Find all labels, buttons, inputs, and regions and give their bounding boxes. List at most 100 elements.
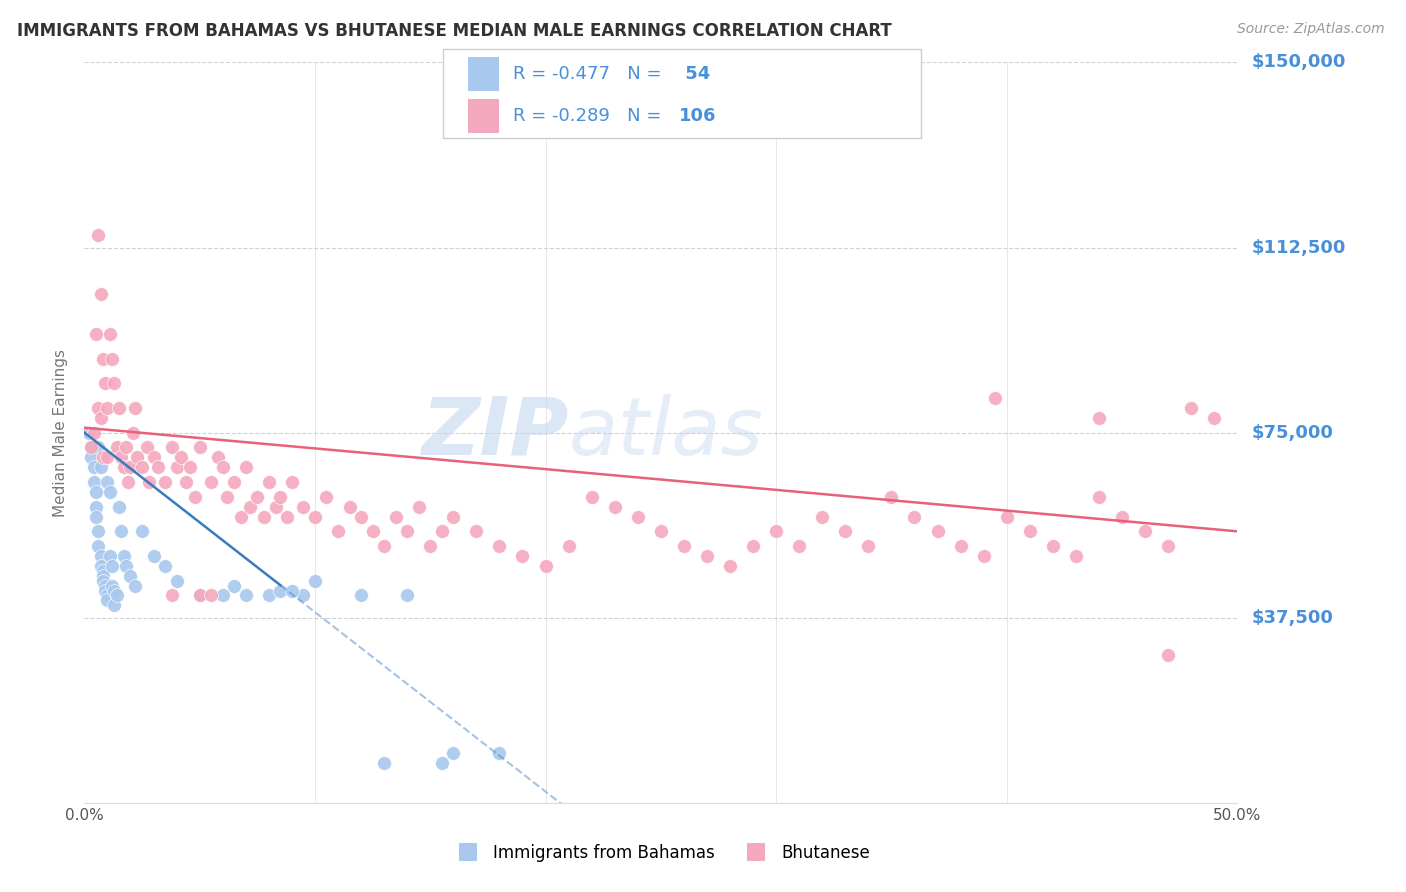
Point	[146, 460, 169, 475]
Point	[142, 549, 165, 563]
Point	[98, 549, 121, 563]
Point	[350, 589, 373, 603]
Point	[98, 326, 121, 341]
Point	[430, 524, 453, 539]
Point	[138, 475, 160, 489]
Point	[718, 558, 741, 573]
Point	[91, 450, 114, 465]
Point	[160, 441, 183, 455]
Y-axis label: Median Male Earnings: Median Male Earnings	[53, 349, 69, 516]
Point	[1042, 539, 1064, 553]
Point	[441, 509, 464, 524]
Point	[170, 450, 193, 465]
Point	[94, 579, 117, 593]
Point	[174, 475, 197, 489]
Point	[200, 475, 222, 489]
Point	[927, 524, 949, 539]
Point	[224, 475, 246, 489]
Point	[108, 500, 131, 514]
Point	[304, 509, 326, 524]
Point	[373, 756, 395, 771]
Point	[315, 490, 337, 504]
Point	[231, 509, 253, 524]
Text: $37,500: $37,500	[1251, 608, 1333, 627]
Point	[87, 401, 110, 415]
Point	[89, 287, 111, 301]
Point	[326, 524, 349, 539]
Point	[903, 509, 925, 524]
Point	[257, 475, 280, 489]
Point	[465, 524, 488, 539]
Point	[188, 589, 211, 603]
Point	[166, 460, 188, 475]
Point	[1111, 509, 1133, 524]
Point	[224, 579, 246, 593]
Point	[742, 539, 765, 553]
Point	[96, 401, 118, 415]
Text: 54: 54	[679, 65, 710, 83]
Point	[153, 475, 176, 489]
Point	[179, 460, 201, 475]
Point	[269, 490, 291, 504]
Point	[995, 509, 1018, 524]
Point	[131, 524, 153, 539]
Point	[984, 391, 1007, 405]
Point	[120, 568, 142, 582]
Point	[834, 524, 856, 539]
Point	[211, 589, 233, 603]
Point	[339, 500, 361, 514]
Point	[304, 574, 326, 588]
Point	[603, 500, 626, 514]
Point	[153, 558, 176, 573]
Point	[124, 579, 146, 593]
Point	[87, 524, 110, 539]
Point	[105, 589, 128, 603]
Text: 106: 106	[679, 107, 717, 125]
Point	[96, 593, 118, 607]
Point	[235, 460, 257, 475]
Point	[112, 549, 135, 563]
Point	[650, 524, 672, 539]
Point	[627, 509, 650, 524]
Text: $150,000: $150,000	[1251, 54, 1346, 71]
Point	[117, 475, 139, 489]
Point	[1018, 524, 1040, 539]
Point	[200, 589, 222, 603]
Point	[235, 589, 257, 603]
Point	[534, 558, 557, 573]
Point	[281, 475, 304, 489]
Point	[949, 539, 972, 553]
Text: R = -0.477   N =: R = -0.477 N =	[513, 65, 668, 83]
Point	[103, 599, 125, 613]
Point	[581, 490, 603, 504]
Text: IMMIGRANTS FROM BAHAMAS VS BHUTANESE MEDIAN MALE EARNINGS CORRELATION CHART: IMMIGRANTS FROM BAHAMAS VS BHUTANESE MED…	[17, 22, 891, 40]
Point	[373, 539, 395, 553]
Point	[115, 558, 138, 573]
Legend: Immigrants from Bahamas, Bhutanese: Immigrants from Bahamas, Bhutanese	[444, 838, 877, 869]
Point	[77, 425, 100, 440]
Point	[281, 583, 304, 598]
Point	[430, 756, 453, 771]
Text: $75,000: $75,000	[1251, 424, 1333, 442]
Text: ZIP: ZIP	[422, 393, 568, 472]
Point	[361, 524, 384, 539]
Point	[253, 509, 276, 524]
Point	[488, 539, 510, 553]
Point	[101, 351, 124, 366]
Point	[124, 401, 146, 415]
Point	[188, 589, 211, 603]
Point	[110, 524, 132, 539]
Point	[89, 549, 111, 563]
Point	[135, 441, 157, 455]
Point	[557, 539, 579, 553]
Point	[264, 500, 287, 514]
Point	[103, 376, 125, 391]
Point	[184, 490, 207, 504]
Point	[89, 410, 111, 425]
Point	[973, 549, 995, 563]
Point	[880, 490, 903, 504]
Point	[1064, 549, 1087, 563]
Point	[441, 747, 464, 761]
Point	[292, 500, 315, 514]
Point	[207, 450, 229, 465]
